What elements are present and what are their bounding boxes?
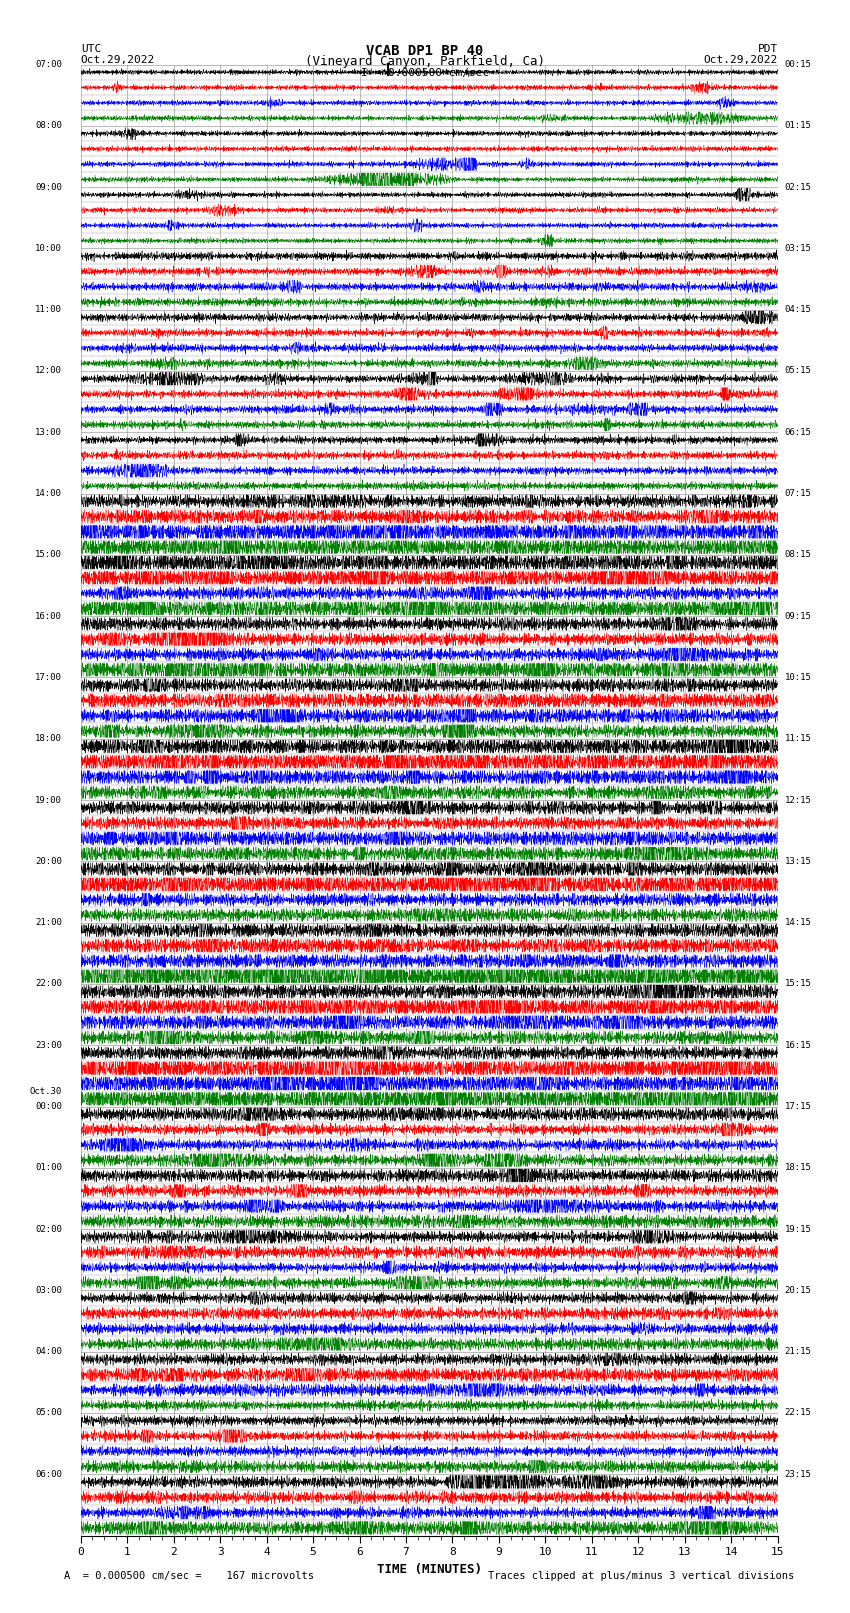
Text: 14:00: 14:00 [36,489,62,498]
Text: 15:00: 15:00 [36,550,62,560]
Text: 06:00: 06:00 [36,1469,62,1479]
Text: 02:15: 02:15 [785,182,812,192]
Text: 07:00: 07:00 [36,60,62,69]
Text: 03:15: 03:15 [785,244,812,253]
Text: 10:15: 10:15 [785,673,812,682]
Text: 06:15: 06:15 [785,427,812,437]
Text: 21:15: 21:15 [785,1347,812,1357]
Text: 12:00: 12:00 [36,366,62,376]
Text: 13:00: 13:00 [36,427,62,437]
Text: 17:00: 17:00 [36,673,62,682]
Text: Traces clipped at plus/minus 3 vertical divisions: Traces clipped at plus/minus 3 vertical … [489,1571,795,1581]
Text: 23:15: 23:15 [785,1469,812,1479]
Text: 18:00: 18:00 [36,734,62,744]
Text: I = 0.000500 cm/sec: I = 0.000500 cm/sec [361,68,489,77]
Text: A  = 0.000500 cm/sec =    167 microvolts: A = 0.000500 cm/sec = 167 microvolts [64,1571,314,1581]
Text: 22:15: 22:15 [785,1408,812,1418]
Text: 10:00: 10:00 [36,244,62,253]
Text: 07:15: 07:15 [785,489,812,498]
Text: 14:15: 14:15 [785,918,812,927]
Text: 18:15: 18:15 [785,1163,812,1173]
Text: 05:00: 05:00 [36,1408,62,1418]
Text: Oct.30: Oct.30 [30,1087,62,1095]
Text: 01:15: 01:15 [785,121,812,131]
Text: 04:15: 04:15 [785,305,812,315]
Text: 00:15: 00:15 [785,60,812,69]
Text: 17:15: 17:15 [785,1102,812,1111]
Text: 11:15: 11:15 [785,734,812,744]
Text: 23:00: 23:00 [36,1040,62,1050]
Text: 04:00: 04:00 [36,1347,62,1357]
Text: 08:00: 08:00 [36,121,62,131]
Text: (Vineyard Canyon, Parkfield, Ca): (Vineyard Canyon, Parkfield, Ca) [305,55,545,68]
Text: 08:15: 08:15 [785,550,812,560]
Text: 11:00: 11:00 [36,305,62,315]
Text: 01:00: 01:00 [36,1163,62,1173]
Text: 03:00: 03:00 [36,1286,62,1295]
X-axis label: TIME (MINUTES): TIME (MINUTES) [377,1563,482,1576]
Text: 15:15: 15:15 [785,979,812,989]
Text: VCAB DP1 BP 40: VCAB DP1 BP 40 [366,44,484,58]
Text: 12:15: 12:15 [785,795,812,805]
Text: Oct.29,2022: Oct.29,2022 [704,55,778,65]
Text: 09:15: 09:15 [785,611,812,621]
Text: PDT: PDT [757,44,778,53]
Text: 16:00: 16:00 [36,611,62,621]
Text: 16:15: 16:15 [785,1040,812,1050]
Text: 00:00: 00:00 [36,1102,62,1111]
Text: 21:00: 21:00 [36,918,62,927]
Text: Oct.29,2022: Oct.29,2022 [81,55,155,65]
Text: 20:00: 20:00 [36,857,62,866]
Text: 02:00: 02:00 [36,1224,62,1234]
Text: 05:15: 05:15 [785,366,812,376]
Text: UTC: UTC [81,44,101,53]
Text: 09:00: 09:00 [36,182,62,192]
Text: 22:00: 22:00 [36,979,62,989]
Text: 20:15: 20:15 [785,1286,812,1295]
Text: 13:15: 13:15 [785,857,812,866]
Text: 19:15: 19:15 [785,1224,812,1234]
Text: 19:00: 19:00 [36,795,62,805]
